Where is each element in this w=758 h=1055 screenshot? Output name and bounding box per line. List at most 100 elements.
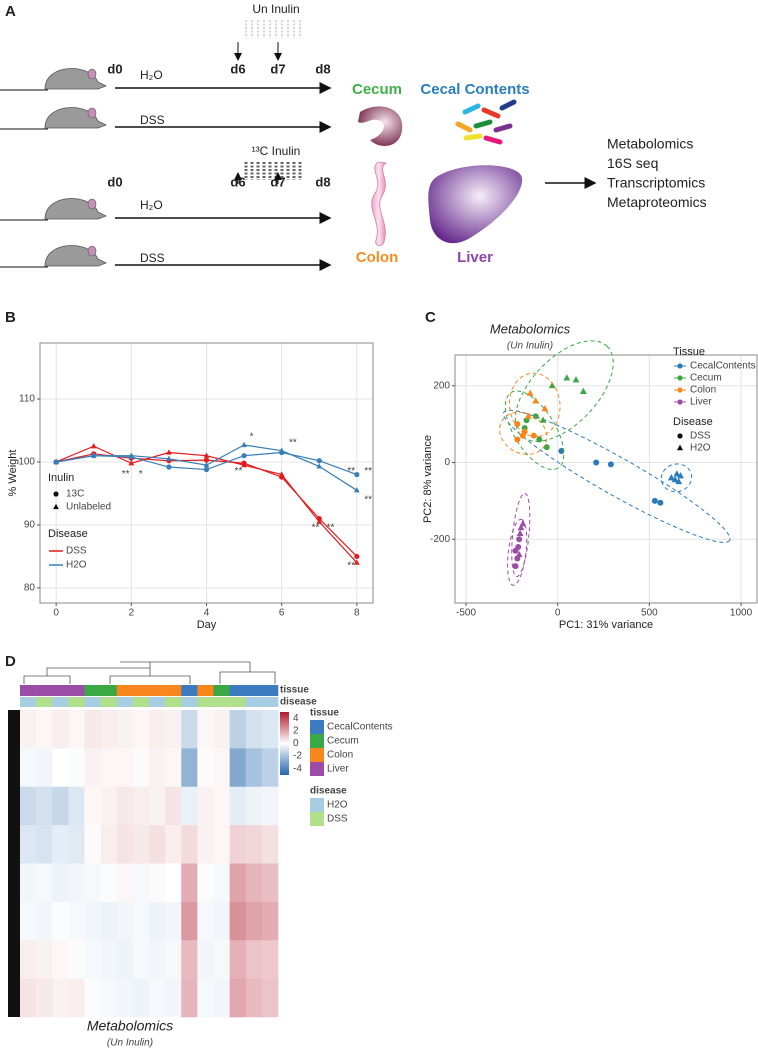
point [354,553,360,560]
heatmap-cell [132,786,150,826]
heatmap-cell [20,710,37,749]
point [316,458,322,464]
heatmap-cell [116,748,134,788]
heatmap-cell [100,940,118,979]
tissue-annotation [100,685,118,696]
legend-swatch [310,748,324,762]
legend-symbol [53,503,59,510]
heatmap-cell [261,825,279,864]
treatment-label: DSS [140,113,165,127]
point [572,376,580,383]
y-tick-label: 0 [444,457,450,468]
treatment-label: H₂O [140,198,163,212]
heatmap-cell [52,940,69,979]
heatmap-cell [181,901,198,941]
day-label: d0 [107,174,122,189]
heatmap-cell [116,710,134,749]
legend-label: H2O [327,800,348,811]
y-tick-label: 200 [433,380,450,391]
point [166,449,172,455]
point [512,563,519,570]
confidence-ellipse [660,463,693,493]
legend-title: Tissue [673,346,705,358]
confidence-ellipse [514,340,614,442]
tissue-annotation [20,685,37,696]
cecum-shape [358,106,403,146]
heatmap-cell [197,786,214,826]
heatmap-cell [84,786,101,826]
disease-annotation [181,697,198,707]
confidence-ellipse [507,518,528,586]
mouse-ear [87,68,97,80]
point [203,461,210,468]
heatmap-cell [68,863,85,903]
x-tick-label: 0 [53,608,59,619]
heatmap-cell [132,748,150,788]
column-dendrogram [23,661,276,684]
point [539,416,547,423]
output-label: Metabolomics [607,136,693,152]
heatmap-cell [52,901,69,941]
heatmap-cell [181,710,198,749]
heatmap-cell [52,863,69,903]
heatmap-cell [36,748,53,788]
color-tick-label: 0 [293,738,299,749]
heatmap-cell [149,825,166,864]
heatmap-cell [84,748,101,788]
heatmap-cell [84,978,101,1018]
organ-label: Cecal Contents [420,81,529,98]
legend-symbol [677,387,683,393]
heatmap-cell [197,901,214,941]
point [203,452,210,458]
legend-label: DSS [66,546,87,557]
legend-title: Disease [673,416,713,428]
y-tick-label: 80 [24,583,36,594]
point [519,520,527,527]
legend-swatch [310,812,324,826]
heatmap-cell [20,786,37,826]
heatmap-decor [8,661,289,1017]
mouse-ear [87,107,97,119]
legend-symbol [677,375,683,381]
legend-title: Inulin [48,472,74,484]
x-tick-label: 6 [279,608,285,619]
point [90,452,97,458]
point [515,543,522,550]
heatmap-cell [213,901,230,941]
point [667,474,675,481]
heatmap-cell [100,710,118,749]
heatmap-cell [197,825,214,864]
heatmap-cell [52,825,69,864]
legend-label: Cecum [327,736,359,747]
significance: ** [364,466,372,477]
disease-annotation [213,697,230,707]
heatmap-cell [197,940,214,979]
heatmap-cell [245,978,263,1018]
mouse [44,245,107,267]
point [536,436,543,443]
heatmap-cell [36,710,53,749]
point [607,461,614,468]
heatmap-cell [213,825,230,864]
organ-label: Cecum [352,81,402,98]
confidence-ellipse [508,372,561,438]
inulin-label: Un Inulin [252,2,299,16]
color-tick-label: -2 [293,751,302,762]
heatmap-cell [149,748,166,788]
day-label: d8 [315,174,330,189]
point [166,464,172,470]
heatmap-cell [229,825,247,864]
tissue-annotation [84,685,101,696]
heatmap-cell [181,978,198,1018]
heatmap-cell [36,786,53,826]
legend-label: Liver [327,764,349,775]
heatmap-cell [261,710,279,749]
heatmap-cell [165,940,182,979]
heatmap-cell [84,940,101,979]
heatmap-cell [213,710,230,749]
color-tick-label: -4 [293,763,302,774]
heatmap-cell [149,710,166,749]
point [353,487,360,493]
significance: ** [347,560,355,571]
heatmap-cell [229,863,247,903]
